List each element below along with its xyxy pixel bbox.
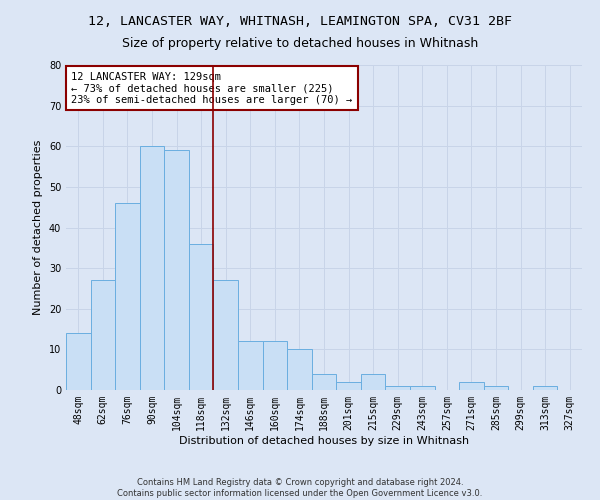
Bar bbox=[238, 341, 263, 390]
Bar bbox=[164, 150, 189, 390]
Text: Size of property relative to detached houses in Whitnash: Size of property relative to detached ho… bbox=[122, 38, 478, 51]
Y-axis label: Number of detached properties: Number of detached properties bbox=[33, 140, 43, 315]
Text: 12 LANCASTER WAY: 129sqm
← 73% of detached houses are smaller (225)
23% of semi-: 12 LANCASTER WAY: 129sqm ← 73% of detach… bbox=[71, 72, 352, 104]
Bar bbox=[361, 374, 385, 390]
Bar bbox=[214, 280, 238, 390]
X-axis label: Distribution of detached houses by size in Whitnash: Distribution of detached houses by size … bbox=[179, 436, 469, 446]
Bar bbox=[385, 386, 410, 390]
Bar bbox=[484, 386, 508, 390]
Bar bbox=[91, 280, 115, 390]
Bar bbox=[459, 382, 484, 390]
Bar bbox=[336, 382, 361, 390]
Bar bbox=[189, 244, 214, 390]
Bar bbox=[410, 386, 434, 390]
Text: Contains HM Land Registry data © Crown copyright and database right 2024.
Contai: Contains HM Land Registry data © Crown c… bbox=[118, 478, 482, 498]
Bar bbox=[287, 350, 312, 390]
Bar bbox=[263, 341, 287, 390]
Bar bbox=[533, 386, 557, 390]
Bar bbox=[312, 374, 336, 390]
Bar bbox=[140, 146, 164, 390]
Bar bbox=[66, 333, 91, 390]
Text: 12, LANCASTER WAY, WHITNASH, LEAMINGTON SPA, CV31 2BF: 12, LANCASTER WAY, WHITNASH, LEAMINGTON … bbox=[88, 15, 512, 28]
Bar bbox=[115, 203, 140, 390]
